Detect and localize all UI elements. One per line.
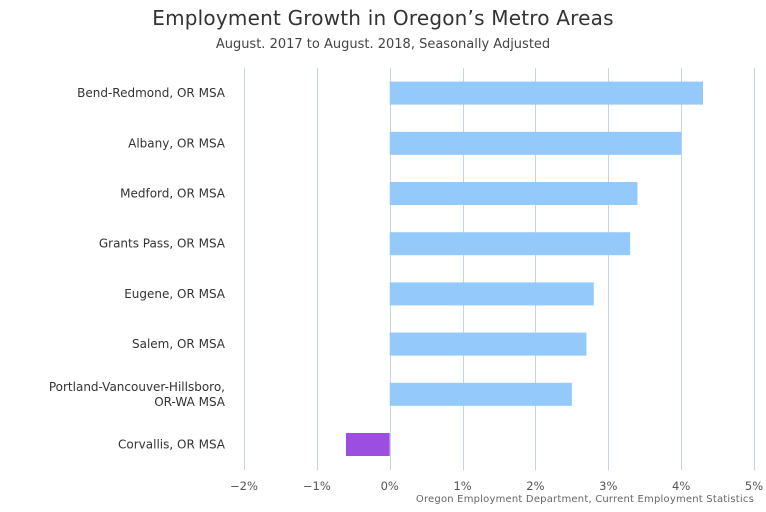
x-tick-label: 2% <box>526 479 544 493</box>
x-tick-label: 1% <box>453 479 471 493</box>
category-label: Salem, OR MSA <box>132 337 226 351</box>
bar <box>389 232 631 256</box>
x-tick-label: 5% <box>745 479 763 493</box>
bar <box>389 332 587 356</box>
category-label: Eugene, OR MSA <box>124 287 226 301</box>
bar <box>346 433 390 456</box>
grid-layer <box>244 68 755 470</box>
x-tick-label: 4% <box>672 479 690 493</box>
x-tick-layer: −2% −1% 0% 1% 2% 3% 4% 5% <box>230 479 763 493</box>
x-tick-label: −2% <box>230 479 258 493</box>
bar <box>389 131 682 155</box>
category-label: Medford, OR MSA <box>120 187 226 201</box>
category-label-layer: Bend-Redmond, OR MSA Albany, OR MSA Medfor… <box>49 86 226 451</box>
chart-title: Employment Growth in Oregon’s Metro Area… <box>152 6 614 30</box>
chart-credits: Oregon Employment Department, Current Em… <box>415 494 754 505</box>
bar-layer <box>346 81 703 456</box>
bar <box>389 182 638 205</box>
x-tick-label: 0% <box>381 479 399 493</box>
category-label: Albany, OR MSA <box>128 136 226 150</box>
category-label: Corvallis, OR MSA <box>118 438 226 452</box>
category-label: Grants Pass, OR MSA <box>99 237 226 251</box>
bar <box>389 382 572 406</box>
bar <box>389 282 594 306</box>
category-label: Bend-Redmond, OR MSA <box>77 86 226 100</box>
x-tick-label: −1% <box>303 479 331 493</box>
chart-subtitle: August. 2017 to August. 2018, Seasonally… <box>215 37 551 52</box>
category-label: Portland-Vancouver-Hillsboro, OR-WA MSA <box>49 380 226 409</box>
bar <box>389 81 703 105</box>
x-tick-label: 3% <box>599 479 617 493</box>
